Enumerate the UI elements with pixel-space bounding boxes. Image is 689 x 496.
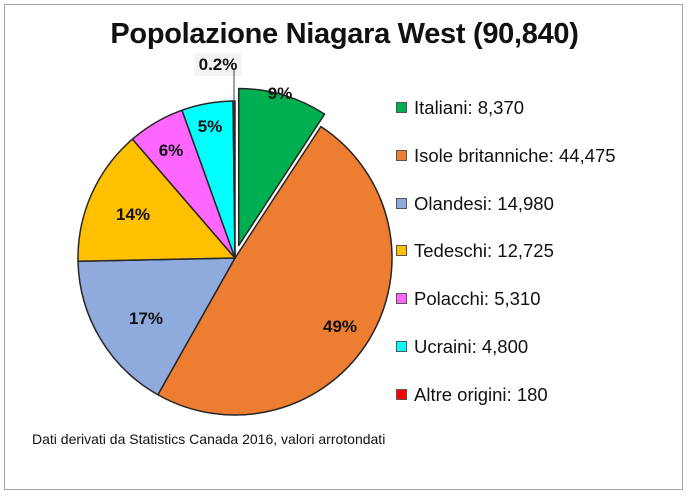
legend-label: Polacchi: 5,310 <box>414 288 541 310</box>
source-note: Dati derivati da Statistics Canada 2016,… <box>32 431 386 447</box>
legend-label: Altre origini: 180 <box>414 383 548 405</box>
legend-label: Olandesi: 14,980 <box>414 192 554 214</box>
legend-label: Italiani: 8,370 <box>414 97 525 118</box>
legend-label: Ucraini: 4,800 <box>414 336 529 357</box>
pie-slice-italiani <box>237 87 326 247</box>
legend-swatch <box>396 293 407 305</box>
legend-label: Tedeschi: 12,725 <box>414 240 554 262</box>
legend-swatch <box>396 102 407 113</box>
svg-text:49%: 49% <box>323 317 357 336</box>
data-label-isole-britanniche: 49% <box>323 317 357 336</box>
svg-text:0.2%: 0.2% <box>199 55 238 74</box>
data-label-altre-origini: 0.2% <box>194 53 242 76</box>
legend-swatch <box>396 388 407 400</box>
legend-label: Isole britanniche: 44,475 <box>414 144 616 166</box>
data-label-olandesi: 17% <box>129 309 163 328</box>
chart-title: Popolazione Niagara West (90,840) <box>110 18 579 50</box>
svg-text:9%: 9% <box>268 84 293 103</box>
svg-text:6%: 6% <box>159 141 184 160</box>
pie-slice-isole-britanniche <box>157 125 393 416</box>
data-label-box <box>194 53 242 76</box>
pie-slice-olandesi <box>77 257 236 396</box>
data-label-italiani: 9% <box>268 84 293 103</box>
pie-slice-tedeschi <box>77 138 236 263</box>
svg-text:17%: 17% <box>129 309 163 328</box>
svg-text:5%: 5% <box>198 117 223 136</box>
svg-text:14%: 14% <box>116 205 150 224</box>
legend-swatch <box>396 341 407 352</box>
data-label-ucraini: 5% <box>198 117 223 136</box>
legend-swatch <box>396 245 407 257</box>
data-label-tedeschi: 14% <box>116 205 150 224</box>
legend-swatch <box>396 149 407 161</box>
legend-swatch <box>396 197 407 209</box>
data-label-polacchi: 6% <box>159 141 184 160</box>
